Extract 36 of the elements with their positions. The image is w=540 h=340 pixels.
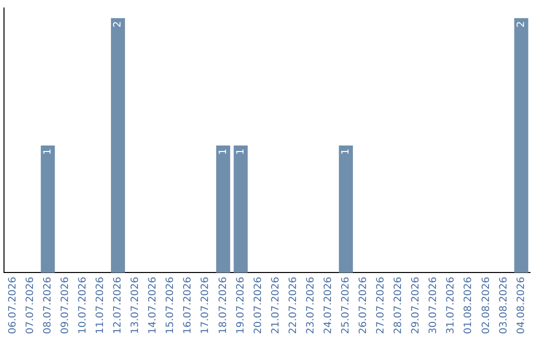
x-tick-label: 06.07.2026 (7, 276, 18, 334)
data-label: 1 (340, 148, 352, 155)
x-tick-label: 03.08.2026 (498, 276, 510, 334)
x-tick-label: 13.07.2026 (130, 276, 142, 334)
x-tick-label: 25.07.2026 (340, 276, 352, 334)
x-tick-label: 07.07.2026 (24, 276, 36, 334)
x-tick-label: 11.07.2026 (95, 276, 106, 334)
x-tick-label: 30.07.2026 (428, 276, 440, 334)
x-tick-label: 26.07.2026 (358, 276, 370, 334)
x-tick-label: 02.08.2026 (480, 276, 492, 334)
data-label: 1 (235, 148, 246, 155)
x-tick-label: 22.07.2026 (288, 276, 299, 334)
x-tick-label: 04.08.2026 (516, 276, 527, 334)
x-tick-label: 29.07.2026 (410, 276, 422, 334)
x-tick-label: 14.07.2026 (148, 276, 159, 334)
data-label: 1 (218, 148, 229, 155)
x-tick-label: 19.07.2026 (235, 276, 246, 334)
x-tick-label: 12.07.2026 (112, 276, 124, 334)
x-tick-label: 17.07.2026 (200, 276, 212, 334)
x-tick-label: 10.07.2026 (77, 276, 88, 334)
x-tick-label: 15.07.2026 (165, 276, 176, 334)
x-tick-label: 23.07.2026 (305, 276, 316, 334)
x-tick-label: 08.07.2026 (42, 276, 54, 334)
x-tick-label: 28.07.2026 (393, 276, 404, 334)
x-tick-label: 16.07.2026 (182, 276, 194, 334)
data-label: 1 (42, 148, 54, 155)
x-tick-label: 31.07.2026 (446, 276, 457, 334)
data-label: 2 (516, 21, 527, 28)
x-tick-label: 24.07.2026 (322, 276, 334, 334)
x-tick-label: 21.07.2026 (270, 276, 282, 334)
x-tick-label: 01.08.2026 (463, 276, 474, 334)
x-tick-label: 09.07.2026 (60, 276, 71, 334)
x-tick-label: 27.07.2026 (376, 276, 387, 334)
data-label: 2 (112, 21, 124, 28)
x-tick-label: 18.07.2026 (218, 276, 229, 334)
x-tick-label: 20.07.2026 (252, 276, 264, 334)
